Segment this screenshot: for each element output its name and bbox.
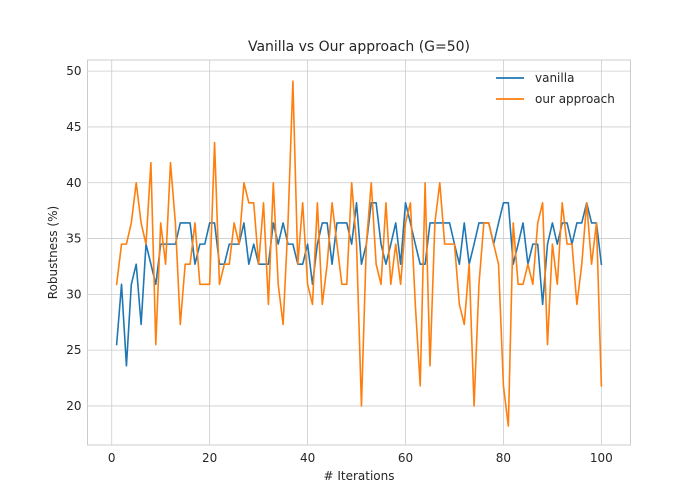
y-tick-label: 45: [66, 120, 81, 134]
plot-frame: [87, 59, 631, 446]
legend: vanilla our approach: [496, 71, 615, 106]
x-tick-label: 60: [398, 451, 413, 465]
tick-labels: 0 20 40 60 80 100 20 25 30 35 40 45 50: [66, 64, 613, 465]
legend-label: vanilla: [535, 71, 574, 85]
x-tick-label: 100: [590, 451, 613, 465]
grid: [87, 60, 631, 445]
y-tick-label: 50: [66, 64, 81, 78]
y-tick-label: 35: [66, 232, 81, 246]
y-axis-label: Robustness (%): [46, 206, 60, 299]
x-tick-label: 20: [202, 451, 217, 465]
x-axis-label: # Iterations: [323, 469, 394, 483]
x-tick-label: 40: [300, 451, 315, 465]
x-tick-label: 0: [108, 451, 116, 465]
chart-title: Vanilla vs Our approach (G=50): [248, 39, 470, 55]
y-tick-label: 40: [66, 176, 81, 190]
y-tick-label: 25: [66, 343, 81, 357]
legend-label: our approach: [535, 92, 615, 106]
series-lines: [115, 80, 603, 427]
y-tick-label: 30: [66, 287, 81, 301]
y-tick-label: 20: [66, 399, 81, 413]
x-tick-label: 80: [496, 451, 511, 465]
series-line-our-approach: [115, 80, 603, 427]
